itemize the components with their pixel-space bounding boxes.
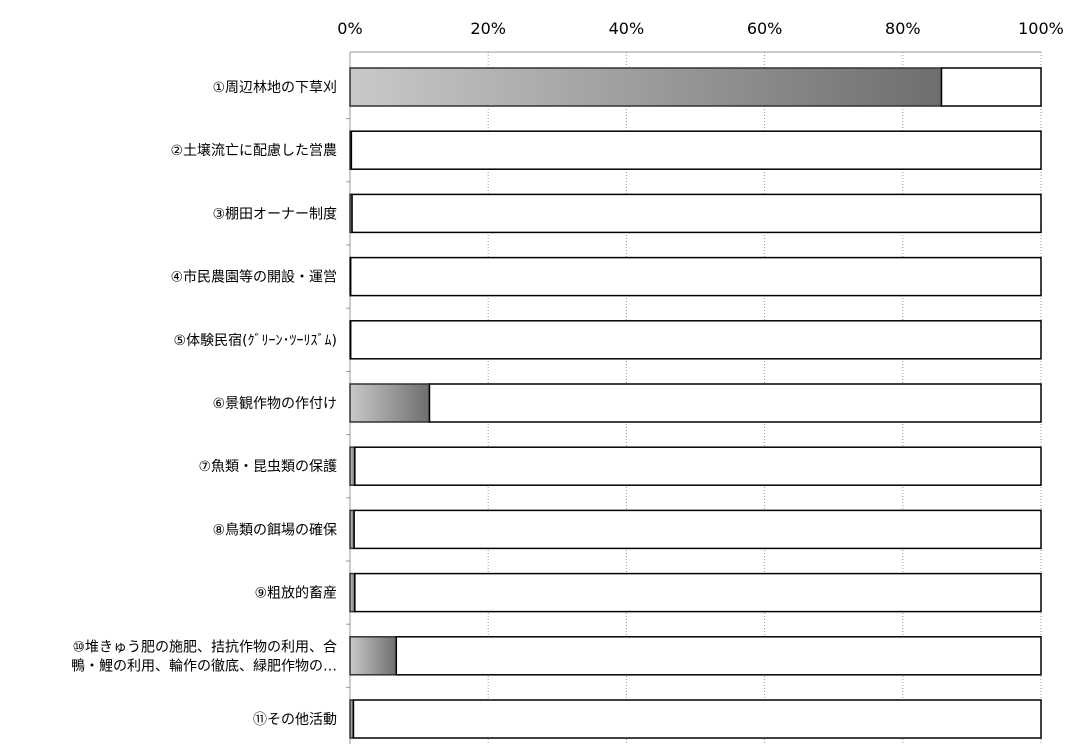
category-labels: ①周辺林地の下草刈 ②土壌流亡に配慮した営農 ③棚田オーナー制度 ④市民農園等の開設・…	[71, 80, 337, 728]
category-label: ⑤体験民宿(ｸﾞﾘｰﾝ･ﾂｰﾘｽﾞﾑ)	[174, 332, 337, 349]
category-label: ⑦魚類・昆虫類の保護	[198, 459, 337, 475]
bar-segment-remainder	[351, 193, 1042, 234]
bar-segment-filled	[349, 67, 943, 107]
bar-segment-remainder	[352, 699, 1042, 739]
category-label: ①周辺林地の下草刈	[212, 80, 337, 96]
bar-segment-remainder	[353, 509, 1042, 550]
bar-segment-remainder	[940, 67, 1042, 107]
bar-segment-filled	[349, 636, 398, 676]
x-tick-label: 100%	[1018, 19, 1064, 38]
x-tick-label: 40%	[609, 19, 645, 38]
x-tick-label: 60%	[747, 19, 783, 38]
x-axis: 0% 20% 40% 60% 80% 100%	[337, 19, 1064, 744]
bar-segment-remainder	[395, 636, 1042, 676]
bar-segment-filled	[349, 383, 431, 423]
x-tick-label: 0%	[337, 19, 362, 38]
category-label: ②土壌流亡に配慮した営農	[170, 143, 337, 159]
category-label: ⑥景観作物の作付け	[212, 395, 337, 412]
bar-segment-remainder	[354, 446, 1042, 486]
category-label: ⑧鳥類の餌場の確保	[212, 521, 337, 538]
category-label: ④市民農園等の開設・運営	[170, 269, 337, 286]
bar-segment-remainder	[350, 130, 1042, 170]
category-label-line: 鴨・鯉の利用、輪作の徹底、緑肥作物の…	[71, 657, 337, 674]
category-label: ⑩堆きゅう肥の施肥、拮抗作物の利用、合鴨・鯉の利用、輪作の徹底、緑肥作物の…	[71, 639, 337, 674]
bar-segment-remainder	[349, 256, 1042, 297]
x-tick-label: 20%	[470, 19, 506, 38]
category-label: ③棚田オーナー制度	[212, 206, 337, 222]
bar-segment-remainder	[349, 320, 1042, 360]
bar-segment-remainder	[428, 383, 1042, 423]
bars	[349, 67, 1042, 739]
x-tick-label: 80%	[885, 19, 921, 38]
bar-segment-remainder	[354, 572, 1042, 613]
category-label-line: ⑩堆きゅう肥の施肥、拮抗作物の利用、合	[72, 639, 337, 655]
category-label: ⑪その他活動	[253, 712, 337, 728]
category-label: ⑨粗放的畜産	[254, 586, 337, 602]
